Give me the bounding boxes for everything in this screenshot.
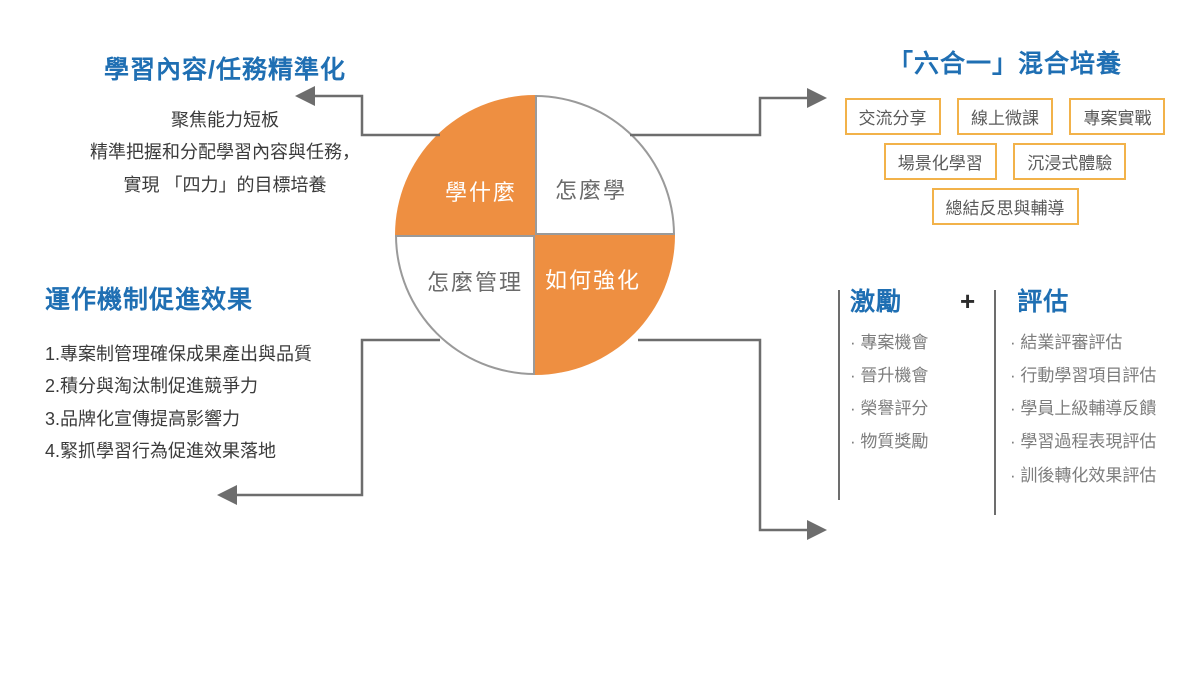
br-right-item: 學員上級輔導反饋 bbox=[1010, 392, 1156, 425]
bottom-right-block: 激勵 + 評估 專案機會 晉升機會 榮譽評分 物質獎勵 結業評審評估 行動學習項… bbox=[850, 282, 1200, 492]
pie-slice-what: 學什麼 bbox=[395, 95, 535, 235]
br-header: 激勵 + 評估 bbox=[850, 282, 1200, 318]
tag: 沉浸式體驗 bbox=[1013, 143, 1126, 180]
bottom-left-title: 運作機制促進效果 bbox=[45, 280, 395, 316]
pie-label: 學什麼 bbox=[445, 175, 517, 207]
br-left-item: 榮譽評分 bbox=[850, 392, 980, 425]
br-right-item: 訓後轉化效果評估 bbox=[1010, 459, 1156, 492]
br-title-right: 評估 bbox=[1017, 282, 1069, 318]
tag: 交流分享 bbox=[845, 98, 941, 135]
tags-row-1: 交流分享 線上微課 專案實戰 bbox=[820, 94, 1190, 139]
pie-slice-how-manage: 怎麼管理 bbox=[395, 235, 535, 375]
top-right-title: 「六合一」混合培養 bbox=[820, 44, 1190, 80]
tl-line: 精準把握和分配學習內容與任務， bbox=[60, 136, 390, 168]
top-left-body: 聚焦能力短板 精準把握和分配學習內容與任務， 實現 「四力」的目標培養 bbox=[60, 104, 390, 201]
br-right-list: 結業評審評估 行動學習項目評估 學員上級輔導反饋 學習過程表現評估 訓後轉化效果… bbox=[1010, 326, 1156, 492]
plus-icon: + bbox=[960, 286, 975, 317]
br-columns: 專案機會 晉升機會 榮譽評分 物質獎勵 結業評審評估 行動學習項目評估 學員上級… bbox=[850, 326, 1200, 492]
bl-item: 1.專案制管理確保成果產出與品質 bbox=[45, 338, 395, 370]
br-right-item: 學習過程表現評估 bbox=[1010, 425, 1156, 458]
diagram-canvas: 學什麼 怎麼學 怎麼管理 如何強化 學習內容/任務精準化 聚焦能力短板 精準把握… bbox=[0, 0, 1200, 675]
br-left-item: 晉升機會 bbox=[850, 359, 980, 392]
bl-item: 4.緊抓學習行為促進效果落地 bbox=[45, 435, 395, 467]
br-left-item: 物質獎勵 bbox=[850, 425, 980, 458]
central-pie: 學什麼 怎麼學 怎麼管理 如何強化 bbox=[395, 95, 675, 375]
br-right-item: 結業評審評估 bbox=[1010, 326, 1156, 359]
bottom-left-block: 運作機制促進效果 1.專案制管理確保成果產出與品質 2.積分與淘汰制促進競爭力 … bbox=[45, 280, 395, 468]
pie-slice-reinforce: 如何強化 bbox=[535, 235, 675, 375]
top-right-block: 「六合一」混合培養 交流分享 線上微課 專案實戰 場景化學習 沉浸式體驗 總結反… bbox=[820, 44, 1190, 229]
tag: 場景化學習 bbox=[884, 143, 997, 180]
bottom-left-list: 1.專案制管理確保成果產出與品質 2.積分與淘汰制促進競爭力 3.品牌化宣傳提高… bbox=[45, 338, 395, 468]
br-left-list: 專案機會 晉升機會 榮譽評分 物質獎勵 bbox=[850, 326, 980, 492]
tag: 專案實戰 bbox=[1069, 98, 1165, 135]
br-title-left: 激勵 bbox=[850, 282, 960, 318]
pie-slice-how-learn: 怎麼學 bbox=[535, 95, 675, 235]
pie-label: 如何強化 bbox=[545, 263, 641, 295]
tags-row-3: 總結反思與輔導 bbox=[820, 184, 1190, 229]
top-left-block: 學習內容/任務精準化 聚焦能力短板 精準把握和分配學習內容與任務， 實現 「四力… bbox=[60, 50, 390, 201]
separator-line bbox=[838, 290, 840, 500]
pie-label: 怎麼學 bbox=[555, 173, 627, 205]
br-right-item: 行動學習項目評估 bbox=[1010, 359, 1156, 392]
top-left-title: 學習內容/任務精準化 bbox=[60, 50, 390, 86]
tl-line: 聚焦能力短板 bbox=[60, 104, 390, 136]
br-left-item: 專案機會 bbox=[850, 326, 980, 359]
separator-line bbox=[994, 290, 996, 515]
tags-row-2: 場景化學習 沉浸式體驗 bbox=[820, 139, 1190, 184]
tl-line: 實現 「四力」的目標培養 bbox=[60, 169, 390, 201]
pie-label: 怎麼管理 bbox=[427, 265, 523, 297]
tag: 線上微課 bbox=[957, 98, 1053, 135]
bl-item: 2.積分與淘汰制促進競爭力 bbox=[45, 370, 395, 402]
bl-item: 3.品牌化宣傳提高影響力 bbox=[45, 403, 395, 435]
tag: 總結反思與輔導 bbox=[932, 188, 1079, 225]
